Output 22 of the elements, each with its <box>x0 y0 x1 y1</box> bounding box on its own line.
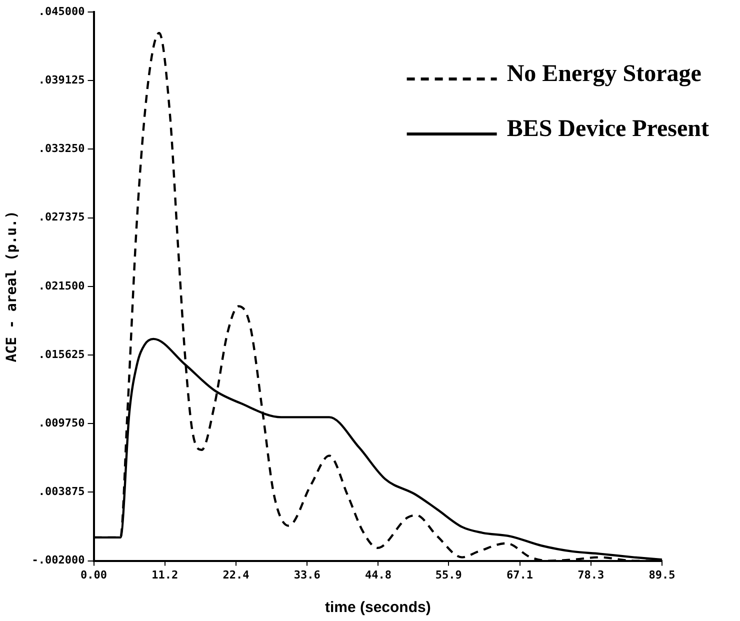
y-tick-label: .015625 <box>38 348 85 361</box>
x-tick-label: 0.00 <box>80 568 108 582</box>
y-axis-title: ACE - areal (p.u.) <box>4 210 20 362</box>
y-tick-label: .003875 <box>38 485 85 498</box>
x-axis-title: time (seconds) <box>324 599 431 616</box>
y-tick-label: .009750 <box>38 416 85 430</box>
y-tick-label: -.002000 <box>32 554 85 567</box>
x-tick-label: 89.5 <box>648 568 676 582</box>
y-tick-label: .039125 <box>38 73 85 86</box>
x-tick-label: 55.9 <box>435 568 462 582</box>
x-tick-label: 22.4 <box>222 568 250 582</box>
x-tick-label: 67.1 <box>506 568 534 582</box>
y-tick-label: .027375 <box>38 210 85 224</box>
x-tick-label: 78.3 <box>578 568 604 582</box>
y-tick-label: .033250 <box>38 142 85 156</box>
legend-label: BES Device Present <box>506 116 710 142</box>
x-tick-label: 44.8 <box>364 568 392 582</box>
x-tick-label: 11.2 <box>152 568 178 582</box>
y-tick-label: .045000 <box>38 4 85 18</box>
legend-label: No Energy Storage <box>506 61 702 88</box>
x-tick-label: 33.6 <box>294 568 321 582</box>
y-tick-label: .021500 <box>38 279 85 292</box>
